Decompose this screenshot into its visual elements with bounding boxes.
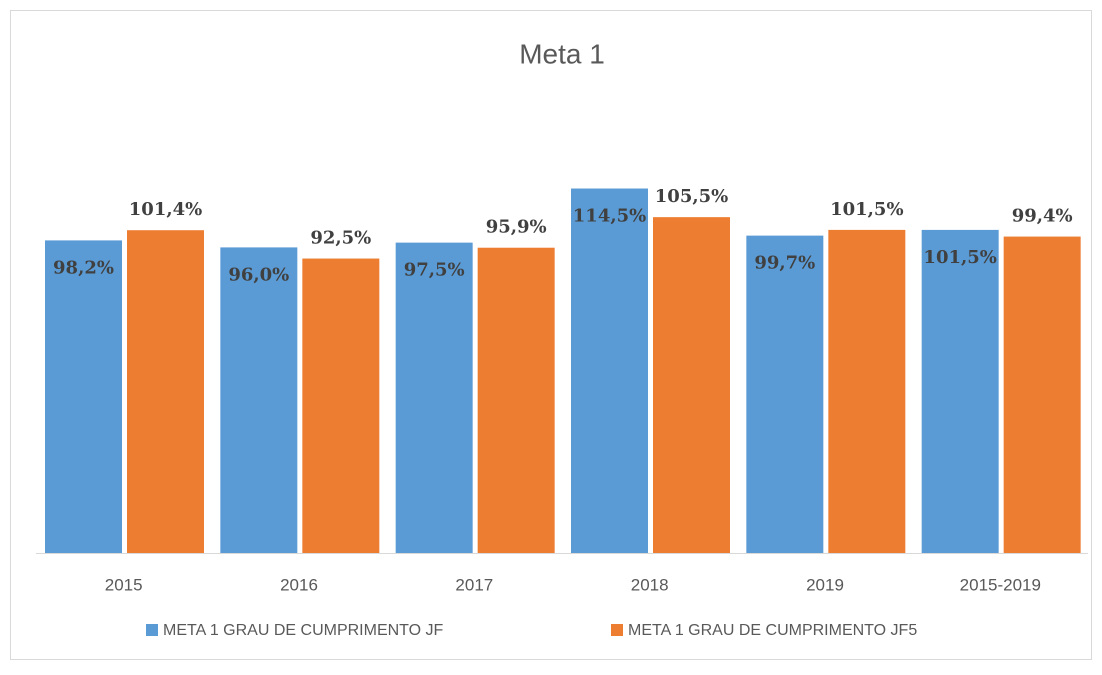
x-tick-label: 2015 [105, 575, 143, 594]
bar [220, 247, 298, 553]
x-tick-label: 2015-2019 [960, 575, 1041, 594]
data-label: 101,5% [923, 247, 996, 268]
bar [45, 240, 122, 553]
x-tick-label: 2019 [806, 575, 844, 594]
data-label: 99,4% [1012, 206, 1073, 227]
bar [127, 230, 204, 553]
data-label: 101,4% [129, 199, 202, 220]
bar [921, 229, 999, 553]
bar [571, 188, 648, 553]
legend-label: META 1 GRAU DE CUMPRIMENTO JF [163, 622, 444, 639]
data-label: 97,5% [404, 260, 465, 281]
bar [477, 247, 555, 554]
bar [653, 217, 730, 554]
bar [395, 242, 473, 553]
data-label: 101,5% [830, 199, 903, 220]
data-label: 98,2% [53, 257, 114, 278]
bar [746, 235, 824, 553]
bar [828, 229, 906, 553]
bar [302, 258, 380, 553]
legend-swatch [611, 624, 623, 636]
x-tick-label: 2016 [280, 575, 318, 594]
data-label: 92,5% [310, 228, 371, 249]
x-tick-label: 2018 [631, 575, 669, 594]
data-label: 99,7% [754, 253, 815, 274]
data-label: 114,5% [573, 206, 646, 227]
legend-swatch [146, 624, 158, 636]
data-label: 96,0% [228, 264, 289, 285]
bar [1003, 236, 1081, 553]
data-label: 95,9% [486, 217, 547, 238]
x-tick-label: 2017 [455, 575, 493, 594]
chart-title: Meta 1 [519, 38, 605, 69]
legend-label: META 1 GRAU DE CUMPRIMENTO JF5 [628, 622, 917, 639]
data-label: 105,5% [655, 186, 728, 207]
